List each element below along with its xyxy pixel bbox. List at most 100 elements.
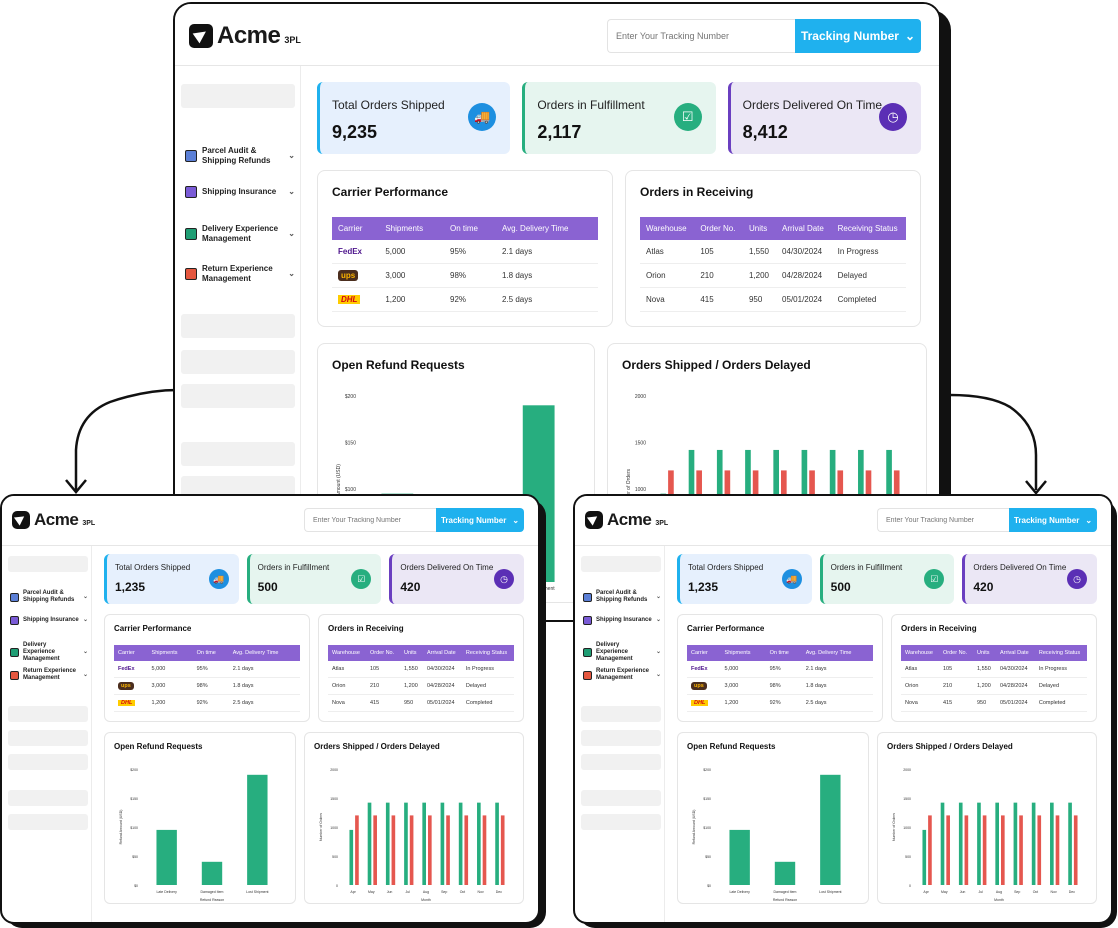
table-cell: 95% <box>765 661 802 678</box>
table-cell: Orion <box>901 677 939 695</box>
y-axis-label: Number of Orders <box>319 813 323 841</box>
column-header: Receiving Status <box>461 645 514 661</box>
card-title: Open Refund Requests <box>687 742 776 751</box>
sidebar-item-delivery-experience[interactable]: Delivery Experience Management ⌄ <box>583 642 661 664</box>
card-title: Open Refund Requests <box>114 742 203 751</box>
table-cell: 2.5 days <box>228 694 300 712</box>
sidebar: Parcel Audit & Shipping Refunds ⌄ Shippi… <box>575 546 665 922</box>
table-cell: 3,000 <box>379 263 444 288</box>
sidebar-placeholder <box>581 754 661 770</box>
chevron-down-icon: ⌄ <box>512 515 520 525</box>
table-row: FedEx 5,000 95% 2.1 days <box>687 661 873 678</box>
delayed-bar <box>428 815 432 885</box>
tracking-search: Tracking Number ⌄ <box>607 19 921 53</box>
table-cell: 92% <box>192 694 229 712</box>
shipped-bar <box>385 802 390 885</box>
column-header: Order No. <box>694 217 743 240</box>
chevron-down-icon: ⌄ <box>82 671 88 678</box>
right-connector-arrow <box>949 393 1047 495</box>
y-axis-label: Number of Orders <box>626 468 632 509</box>
sidebar-item-delivery-experience[interactable]: Delivery Experience Management ⌄ <box>10 642 88 664</box>
sidebar-item-return-experience[interactable]: Return Experience Management ⌄ <box>583 668 661 682</box>
table-cell: 2.5 days <box>801 694 873 712</box>
delayed-bar <box>355 815 359 885</box>
chevron-down-icon: ⌄ <box>288 187 295 197</box>
dollar-receipt-icon <box>10 592 19 602</box>
delayed-bar <box>946 815 950 885</box>
y-tick-label: $150 <box>130 797 138 801</box>
sidebar-item-parcel-audit[interactable]: Parcel Audit & Shipping Refunds ⌄ <box>583 590 661 604</box>
table-cell: 98% <box>444 263 496 288</box>
return-arrow-icon <box>185 267 197 280</box>
table-cell: Nova <box>640 287 695 312</box>
acme-logo[interactable]: Acme 3PL <box>12 510 95 530</box>
x-tick-label: Nov <box>478 890 484 894</box>
tracking-number-button[interactable]: Tracking Number ⌄ <box>1009 508 1097 532</box>
table-row: DHL 1,200 92% 2.5 days <box>687 694 873 712</box>
shipped-bar <box>422 802 426 885</box>
table-cell: 415 <box>365 694 400 712</box>
location-pin-icon <box>185 227 197 240</box>
checklist-icon: ☑ <box>924 569 945 589</box>
x-tick-label: Nov <box>1051 890 1057 894</box>
acme-logo[interactable]: Acme 3PL <box>189 22 301 50</box>
table-cell: 5,000 <box>379 240 444 264</box>
table-row: Nova 415 950 05/01/2024 Completed <box>640 287 906 312</box>
sidebar-item-return-experience[interactable]: Return Experience Management ⌄ <box>185 264 295 283</box>
table-cell: 1,550 <box>399 661 423 678</box>
y-tick-label: $50 <box>705 855 711 859</box>
tracking-input[interactable] <box>877 508 1009 532</box>
sidebar-item-parcel-audit[interactable]: Parcel Audit & Shipping Refunds ⌄ <box>185 146 295 165</box>
table-cell: 95% <box>192 661 229 678</box>
sidebar-item-shipping-insurance[interactable]: Shipping Insurance ⌄ <box>10 616 88 625</box>
kpi-orders-in-fulfillment: Orders in Fulfillment 500 ☑ <box>246 554 382 604</box>
column-header: On time <box>192 645 229 661</box>
table-row: Orion 210 1,200 04/28/2024 Delayed <box>640 263 906 288</box>
orders-in-receiving-card: Orders in Receiving Warehouse Order No. … <box>625 170 921 327</box>
table-cell: 3,000 <box>720 677 766 695</box>
sidebar-placeholder <box>581 706 661 722</box>
carrier-performance-card: Carrier Performance Carrier Shipments On… <box>104 614 310 722</box>
logo-plane-icon <box>12 511 30 529</box>
column-header: Receiving Status <box>831 217 906 240</box>
sidebar-item-shipping-insurance[interactable]: Shipping Insurance ⌄ <box>185 186 295 198</box>
y-tick-label: $0 <box>134 884 138 888</box>
shipped-bar <box>995 802 999 885</box>
ups-logo: ups <box>332 263 380 288</box>
column-header: Warehouse <box>640 217 695 240</box>
sidebar-item-delivery-experience[interactable]: Delivery Experience Management ⌄ <box>185 224 295 243</box>
sidebar-item-return-experience[interactable]: Return Experience Management ⌄ <box>10 668 88 682</box>
chevron-down-icon: ⌄ <box>655 616 661 623</box>
delayed-bar <box>391 815 396 885</box>
refund-bar <box>820 774 841 885</box>
location-pin-icon <box>583 648 592 658</box>
receiving-table: Warehouse Order No. Units Arrival Date R… <box>640 217 906 312</box>
header: Acme 3PL Tracking Number ⌄ <box>575 496 1111 546</box>
tracking-number-button[interactable]: Tracking Number ⌄ <box>436 508 524 532</box>
card-title: Orders in Receiving <box>901 624 977 633</box>
card-title: Orders Shipped / Orders Delayed <box>314 742 440 751</box>
tracking-input[interactable] <box>304 508 436 532</box>
x-tick-label: Aug <box>423 890 429 894</box>
x-tick-label: May <box>368 890 375 894</box>
refund-chart: $0 $50 $100 $150 $200 Refund Amount (USD) Refu… <box>692 768 842 902</box>
kpi-label: Total Orders Shipped <box>332 98 445 112</box>
tracking-input[interactable] <box>607 19 795 53</box>
orders-in-receiving-card: Orders in Receiving Warehouse Order No. … <box>891 614 1097 722</box>
table-row: DHL 1,200 92% 2.5 days <box>114 694 300 712</box>
sidebar-item-parcel-audit[interactable]: Parcel Audit & Shipping Refunds ⌄ <box>10 590 88 604</box>
dhl-logo: DHL <box>332 287 380 312</box>
open-refund-requests-card: Open Refund Requests $0 $50 $100 $150 $200 Re… <box>104 732 296 904</box>
sidebar-item-shipping-insurance[interactable]: Shipping Insurance ⌄ <box>583 616 661 625</box>
carrier-table: Carrier Shipments On time Avg. Delivery … <box>114 645 300 712</box>
orders-in-receiving-card: Orders in Receiving Warehouse Order No. … <box>318 614 524 722</box>
sidebar-item-label: Return Experience Management <box>596 668 650 682</box>
acme-logo[interactable]: Acme 3PL <box>585 510 668 530</box>
table-cell: Orion <box>328 677 366 695</box>
y-tick-label: $100 <box>345 487 356 493</box>
tracking-number-button[interactable]: Tracking Number ⌄ <box>795 19 921 53</box>
table-cell: Completed <box>461 694 514 712</box>
table-cell: Delayed <box>461 677 514 695</box>
table-cell: 1,550 <box>742 240 777 264</box>
column-header: Arrival Date <box>776 217 832 240</box>
